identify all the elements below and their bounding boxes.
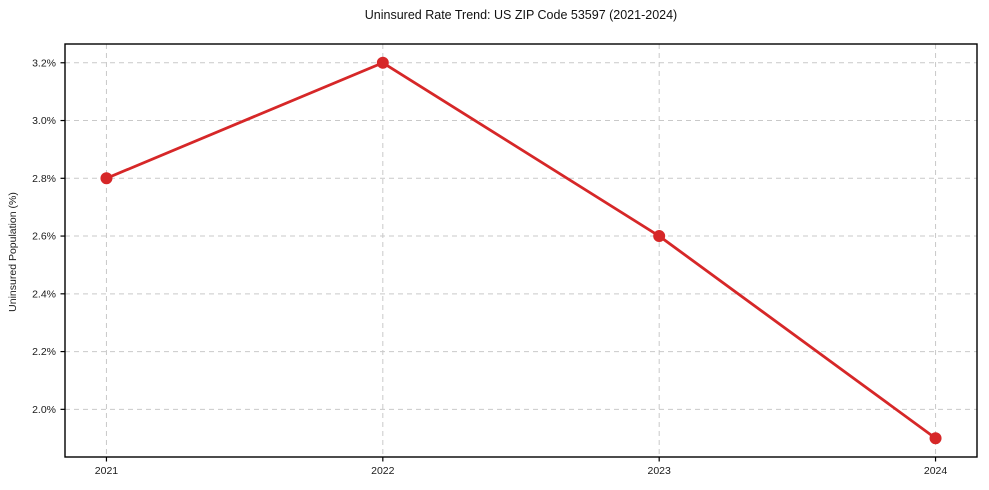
data-point-marker [653, 230, 666, 243]
y-tick-label: 2.8% [32, 173, 56, 185]
trend-line [105, 61, 937, 440]
plot-border [64, 43, 978, 458]
y-tick-label: 2.2% [32, 346, 56, 358]
x-tick-label: 2021 [95, 465, 119, 477]
data-point-marker [376, 56, 389, 69]
y-tick-label: 2.6% [32, 231, 56, 243]
data-point-marker [929, 432, 942, 445]
y-tick-label: 2.0% [32, 404, 56, 416]
x-tick-label: 2024 [924, 465, 948, 477]
chart-title: Uninsured Rate Trend: US ZIP Code 53597 … [364, 8, 678, 22]
x-tick-label: 2022 [371, 465, 395, 477]
data-point-marker [100, 172, 113, 185]
y-tick-label: 3.0% [32, 115, 56, 127]
x-tick-label: 2023 [648, 465, 672, 477]
y-tick-label: 3.2% [32, 57, 56, 69]
y-tick-label: 2.4% [32, 288, 56, 300]
